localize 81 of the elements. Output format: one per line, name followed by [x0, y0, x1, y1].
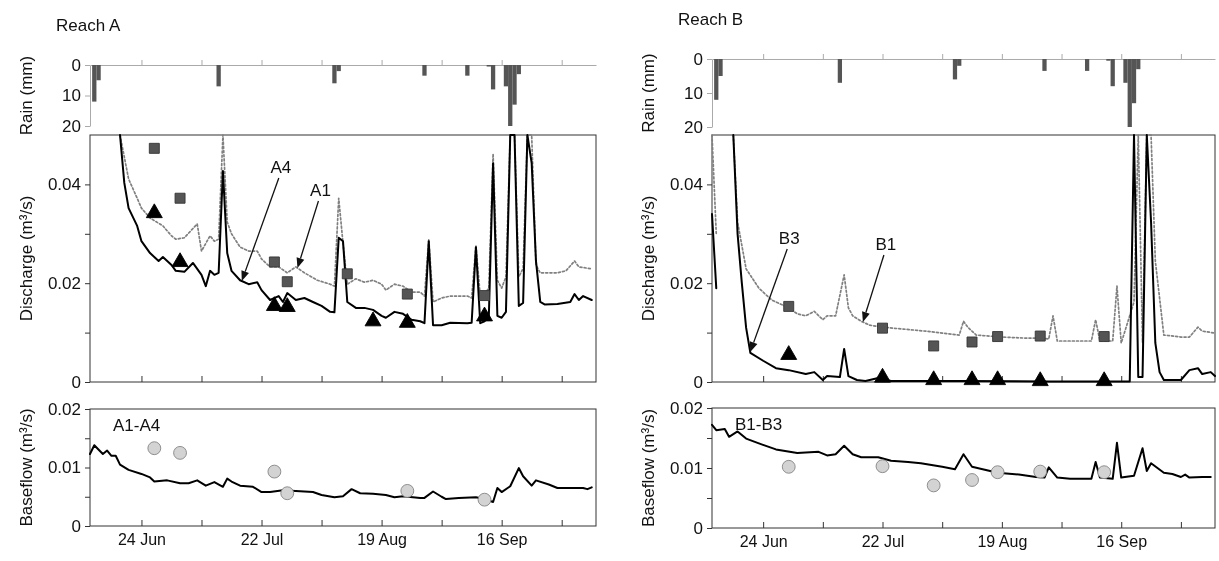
point — [147, 441, 162, 456]
y-tick-label: 0.01 — [669, 458, 703, 478]
chart-title: Reach A — [56, 16, 121, 35]
bar — [490, 65, 496, 90]
point — [926, 478, 941, 493]
bar — [332, 65, 337, 84]
y-tick-label: 0.02 — [669, 274, 703, 294]
y-axis-title: Baseflow (m³/s) — [16, 408, 36, 527]
bar — [465, 65, 470, 76]
y-tick-label: 0.04 — [47, 175, 81, 195]
bar — [952, 59, 958, 80]
point — [148, 142, 160, 154]
point — [268, 256, 280, 268]
bar — [216, 65, 221, 87]
point — [281, 276, 293, 288]
y-tick-label: 10 — [684, 83, 703, 103]
x-tick-label: 22 Jul — [240, 531, 284, 549]
x-tick-label: 24 Jun — [739, 533, 788, 551]
text: B1 — [875, 234, 897, 254]
point — [173, 446, 187, 460]
bar — [422, 65, 427, 76]
y-tick-label: 0.02 — [669, 398, 703, 418]
point — [171, 252, 189, 268]
y-tick-label: 0 — [693, 372, 703, 392]
x-tick-label: 22 Jul — [861, 533, 905, 551]
text: B3 — [778, 228, 800, 248]
y-tick-label: 20 — [62, 116, 81, 136]
bar — [1042, 59, 1047, 71]
point — [398, 313, 416, 328]
y-tick-label: 0.04 — [669, 175, 703, 195]
y-tick-label: 10 — [62, 86, 81, 106]
bar — [1127, 59, 1132, 127]
y-axis-title: Discharge (m³/s) — [638, 195, 658, 322]
y-axis-title: Rain (mm) — [16, 55, 36, 136]
annotation: A1-A4 — [113, 416, 161, 435]
point — [476, 306, 493, 322]
point — [479, 290, 490, 301]
point — [875, 459, 890, 474]
y-tick-label: 0 — [71, 372, 81, 392]
x-tick-label: 16 Sep — [1096, 533, 1148, 551]
point — [265, 296, 283, 311]
x-tick-label: 16 Sep — [476, 531, 528, 549]
y-axis-title: Discharge (m³/s) — [16, 195, 36, 322]
y-tick-label: 0 — [693, 518, 703, 538]
point — [364, 311, 382, 327]
bar — [837, 59, 843, 83]
y-tick-label: 0.02 — [47, 274, 81, 294]
bar — [1110, 59, 1115, 87]
y-tick-label: 20 — [684, 117, 703, 137]
point — [278, 297, 296, 312]
y-tick-label: 0.01 — [47, 458, 81, 478]
point — [401, 288, 413, 300]
bar — [714, 59, 719, 100]
series-label: A1 — [310, 180, 331, 200]
y-tick-label: 0 — [71, 516, 81, 536]
y-axis-title: Rain (mm) — [638, 53, 658, 133]
point — [1097, 465, 1112, 480]
y-axis-title: Baseflow (m³/s) — [638, 408, 658, 528]
point — [1033, 464, 1048, 479]
text: A4 — [270, 157, 292, 177]
point — [477, 492, 492, 507]
point — [781, 459, 796, 474]
bar — [508, 65, 513, 126]
point — [400, 484, 415, 498]
x-tick-label: 19 Aug — [977, 533, 1028, 551]
point — [990, 465, 1005, 480]
annotation: B1-B3 — [735, 415, 783, 434]
x-tick-label: 24 Jun — [117, 531, 166, 549]
point — [174, 192, 186, 204]
x-tick-label: 19 Aug — [357, 531, 408, 549]
point — [267, 464, 282, 479]
bar — [1084, 59, 1090, 71]
point — [965, 473, 979, 487]
point — [145, 203, 163, 219]
y-tick-label: 0 — [71, 55, 81, 75]
point — [280, 486, 295, 501]
y-tick-label: 0.02 — [47, 399, 81, 419]
y-tick-label: 0 — [693, 49, 703, 69]
chart-title: Reach B — [678, 10, 744, 29]
point — [341, 268, 353, 280]
bar — [92, 65, 97, 102]
